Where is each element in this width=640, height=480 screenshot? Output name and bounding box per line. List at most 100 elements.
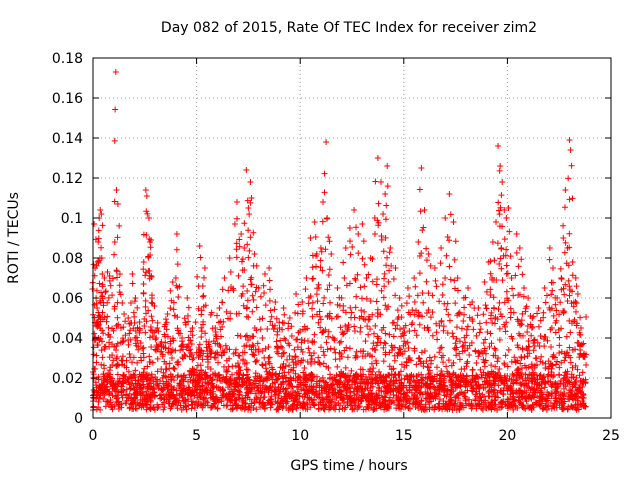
data-point: [247, 234, 254, 241]
data-point: [320, 328, 327, 335]
data-point: [304, 358, 311, 365]
data-point: [452, 394, 459, 401]
data-point: [336, 377, 343, 384]
data-point: [164, 333, 171, 340]
data-point: [245, 227, 252, 234]
data-point: [104, 299, 111, 306]
data-point: [518, 321, 525, 328]
data-point: [119, 299, 126, 306]
data-point: [114, 314, 121, 321]
data-point: [511, 354, 518, 361]
data-point: [177, 402, 184, 409]
data-point: [197, 352, 204, 359]
data-point: [396, 345, 403, 352]
data-point: [429, 332, 436, 339]
data-point: [372, 178, 379, 185]
data-point: [376, 374, 383, 381]
data-point: [295, 329, 302, 336]
data-point: [530, 369, 537, 376]
data-point: [123, 392, 130, 399]
data-point: [228, 386, 235, 393]
data-point: [309, 252, 316, 259]
data-point: [403, 300, 410, 307]
data-point: [177, 380, 184, 387]
data-point: [177, 347, 184, 354]
data-point: [121, 311, 128, 317]
data-point: [279, 344, 286, 351]
data-point: [554, 385, 561, 392]
data-point: [459, 348, 466, 355]
data-points: [89, 69, 590, 413]
data-point: [317, 361, 324, 368]
data-point: [491, 257, 498, 264]
data-point: [317, 316, 324, 323]
data-point: [289, 392, 296, 399]
data-point: [573, 283, 580, 290]
data-point: [169, 391, 176, 398]
data-point: [118, 389, 125, 396]
data-point: [533, 361, 540, 368]
data-point: [252, 288, 259, 295]
data-point: [502, 352, 509, 359]
x-tick-label: 15: [395, 428, 413, 444]
data-point: [508, 275, 515, 281]
data-point: [210, 390, 217, 397]
data-point: [183, 403, 190, 410]
data-point: [252, 380, 259, 387]
data-point: [483, 288, 490, 295]
axis-ticks: [92, 57, 612, 419]
data-point: [544, 337, 551, 344]
data-point: [373, 374, 380, 381]
data-point: [206, 350, 213, 357]
data-point: [272, 388, 279, 395]
data-point: [490, 294, 497, 301]
data-point: [487, 258, 494, 265]
data-point: [314, 298, 321, 305]
data-point: [323, 363, 330, 370]
data-point: [343, 373, 350, 380]
data-point: [499, 223, 506, 230]
data-point: [525, 384, 532, 391]
data-point: [179, 341, 186, 348]
data-point: [413, 307, 420, 314]
data-point: [393, 392, 400, 399]
data-point: [295, 301, 302, 308]
data-point: [540, 374, 547, 381]
data-point: [556, 372, 563, 379]
data-point: [564, 405, 571, 412]
data-point: [562, 239, 569, 246]
data-point: [381, 283, 388, 290]
data-point: [415, 382, 422, 389]
data-point: [292, 309, 299, 316]
data-point: [365, 331, 372, 338]
data-point: [375, 219, 382, 226]
data-point: [270, 326, 277, 333]
data-point: [575, 401, 582, 408]
data-point: [145, 215, 152, 221]
data-point: [286, 315, 293, 321]
data-point: [496, 260, 503, 267]
data-point: [381, 270, 388, 277]
data-point: [226, 255, 233, 261]
data-point: [336, 381, 343, 388]
data-point: [347, 314, 354, 321]
data-point: [319, 267, 326, 274]
data-point: [388, 262, 395, 269]
data-point: [92, 379, 99, 386]
data-point: [402, 404, 409, 411]
data-point: [391, 352, 398, 359]
data-point: [184, 295, 191, 301]
data-point: [241, 378, 248, 385]
data-point: [565, 277, 572, 284]
data-point: [561, 357, 568, 364]
data-point: [99, 309, 106, 316]
data-point: [155, 385, 162, 392]
data-point: [523, 398, 530, 405]
data-point: [579, 369, 586, 376]
data-point: [258, 390, 265, 397]
data-point: [546, 304, 553, 311]
data-point: [309, 313, 316, 320]
data-point: [244, 297, 251, 304]
data-point: [184, 378, 191, 385]
data-point: [137, 327, 144, 334]
